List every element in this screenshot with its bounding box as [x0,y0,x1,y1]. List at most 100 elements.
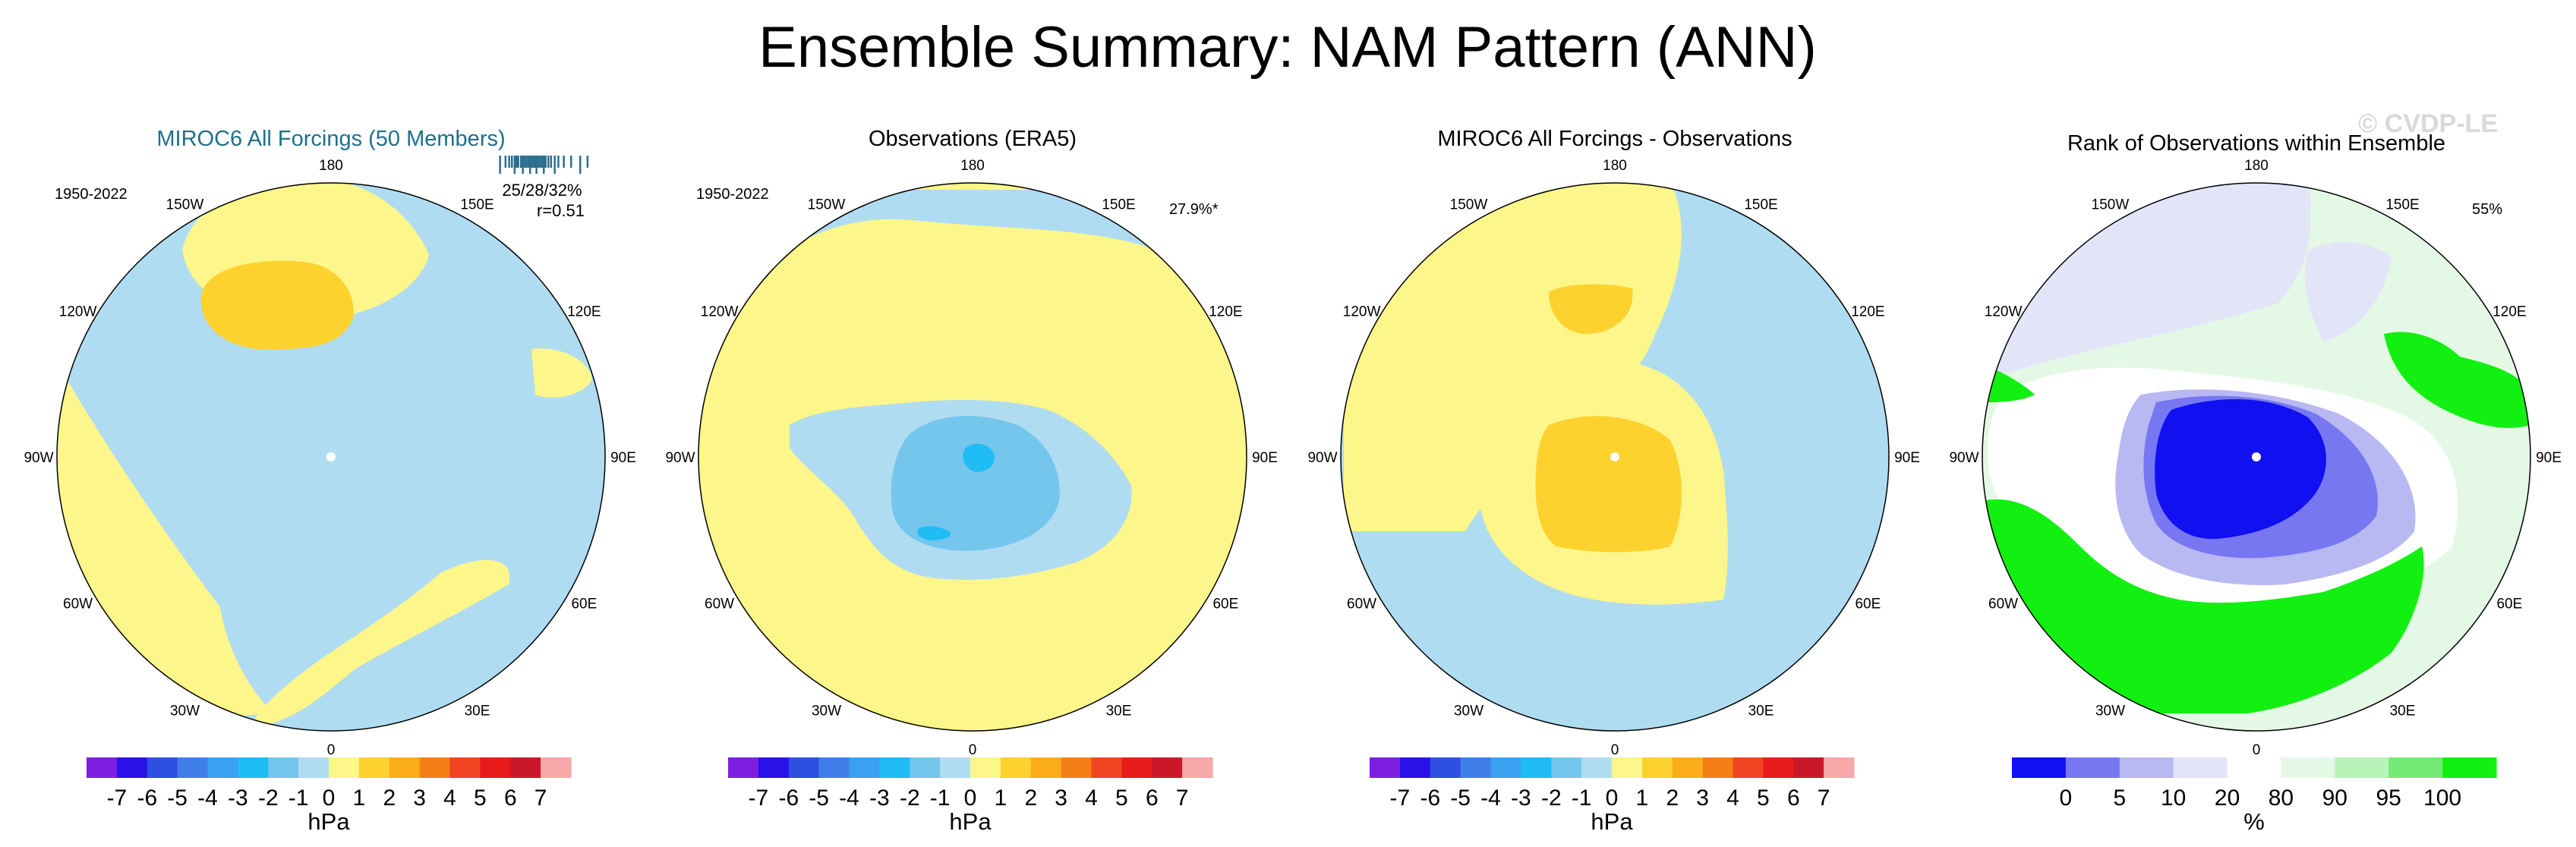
colorbar-swatch [2227,757,2282,778]
colorbar-swatch [1521,757,1552,778]
colorbar-swatch [2173,757,2228,778]
colorbar-swatch [1672,757,1704,778]
stat-correlation: r=0.51 [537,201,585,220]
colorbar-tick-label: 5 [1115,786,1128,811]
colorbar-swatch [1370,757,1401,778]
colorbar-tick-label: 7 [1818,786,1830,811]
longitude-label: 90W [1307,450,1337,466]
member-tick [513,156,516,174]
longitude-label: 60W [1347,597,1376,612]
pacific-negative [729,190,1222,319]
period-label: 1950-2022 [55,186,128,203]
member-tick [523,156,526,168]
colorbar-swatch [818,757,850,778]
explained-variance: 27.9%* [1169,201,1219,218]
member-tick [508,156,510,168]
positive-diff-core [1535,416,1682,553]
colorbar-swatch [87,757,118,778]
member-tick [570,156,572,168]
longitude-label: 60E [1212,597,1238,612]
colorbar-tick-label: 10 [2161,786,2186,811]
colorbar-swatch [2065,757,2120,778]
colorbar-swatch [910,757,941,778]
colorbar-tick-label: 6 [504,786,517,811]
colorbar-tick-label: -5 [167,786,188,811]
stat-percentiles: 25/28/32% [502,181,582,200]
longitude-label: 150W [166,197,204,213]
member-tick [579,156,582,174]
colorbar-tick-label: 7 [1176,786,1189,811]
longitude-label: 90E [610,450,636,466]
member-tick [517,156,519,168]
longitude-label: 0 [1611,742,1619,758]
watermark: © CVDP-LE [2358,109,2498,138]
positive-anomaly-core [200,260,354,350]
colorbar-tick-label: 2 [1666,786,1679,811]
ensemble-member-ticks [499,156,589,174]
positive-diff-west [1344,183,1682,531]
colorbar-swatch [1030,757,1062,778]
panel-title: Rank of Observations within Ensemble [2067,131,2445,156]
colorbar-tick-label: -4 [839,786,859,811]
colorbar-tick-label: -7 [107,786,128,811]
longitude-label: 30W [170,703,200,719]
colorbar-unit: hPa [949,808,992,835]
colorbar-swatch [1000,757,1032,778]
colorbar-unit: % [2243,808,2265,835]
colorbar-swatch [879,757,910,778]
colorbar-swatch [207,757,238,778]
longitude-label: 180 [319,158,343,174]
longitude-label: 150E [1102,197,1135,213]
colorbar-swatch [1824,757,1855,778]
figure-title: Ensemble Summary: NAM Pattern (ANN) [758,15,1817,80]
member-tick [537,156,540,168]
colorbar-swatch [480,757,511,778]
colorbar-tick-label: -4 [197,786,218,811]
longitude-label: 90W [1949,450,1979,466]
longitude-label: 30E [2390,703,2416,719]
colorbar-swatch [389,757,421,778]
colorbar-swatch [1399,757,1431,778]
colorbar-unit: hPa [1591,808,1633,835]
colorbar-tick-label: 7 [534,786,547,811]
longitude-label: 90E [1252,450,1278,466]
longitude-label: 180 [2244,158,2269,174]
colorbar-tick-label: 3 [413,786,426,811]
member-tick [541,156,544,168]
colorbar-swatch [1091,757,1122,778]
colorbar-swatch [2442,757,2497,778]
colorbar-swatch [238,757,269,778]
longitude-label: 60W [705,597,734,612]
colorbar-tick-label: -5 [1450,786,1471,811]
longitude-label: 120W [1343,304,1381,320]
colorbar-swatch [2012,757,2067,778]
positive-anomaly-atlantic [251,559,510,729]
longitude-label: 120W [701,304,739,320]
colorbar-swatch [298,757,329,778]
colorbar-swatch [1152,757,1183,778]
colorbar-tick-label: 0 [964,786,977,811]
longitude-label: 120E [567,304,601,320]
polar-map [698,183,1247,731]
colorbar-swatch [449,757,481,778]
colorbar-tick-label: 0 [323,786,336,811]
member-tick [557,156,560,168]
colorbar-tick-label: 2 [383,786,396,811]
colorbar-tick-label: -5 [809,786,829,811]
colorbar-tick-label: 90 [2322,786,2347,811]
longitude-label: 30E [465,703,490,719]
colorbar-tick-label: 5 [474,786,487,811]
colorbar-tick-label: -6 [778,786,799,811]
colorbar-swatch [147,757,178,778]
longitude-label: 90W [24,450,53,466]
colorbar-tick-label: -7 [1390,786,1411,811]
longitude-label: 30W [812,703,841,719]
polar-map [57,183,605,731]
positive-anomaly-east [531,348,592,398]
longitude-label: 120E [1851,304,1884,320]
longitude-label: 60E [1855,597,1881,612]
colorbar-tick-label: -6 [137,786,157,811]
colorbar-swatch [329,757,360,778]
longitude-label: 60W [1988,597,2018,612]
panel-miroc6: MIROC6 All Forcings (50 Members) 1950-20… [24,127,635,835]
